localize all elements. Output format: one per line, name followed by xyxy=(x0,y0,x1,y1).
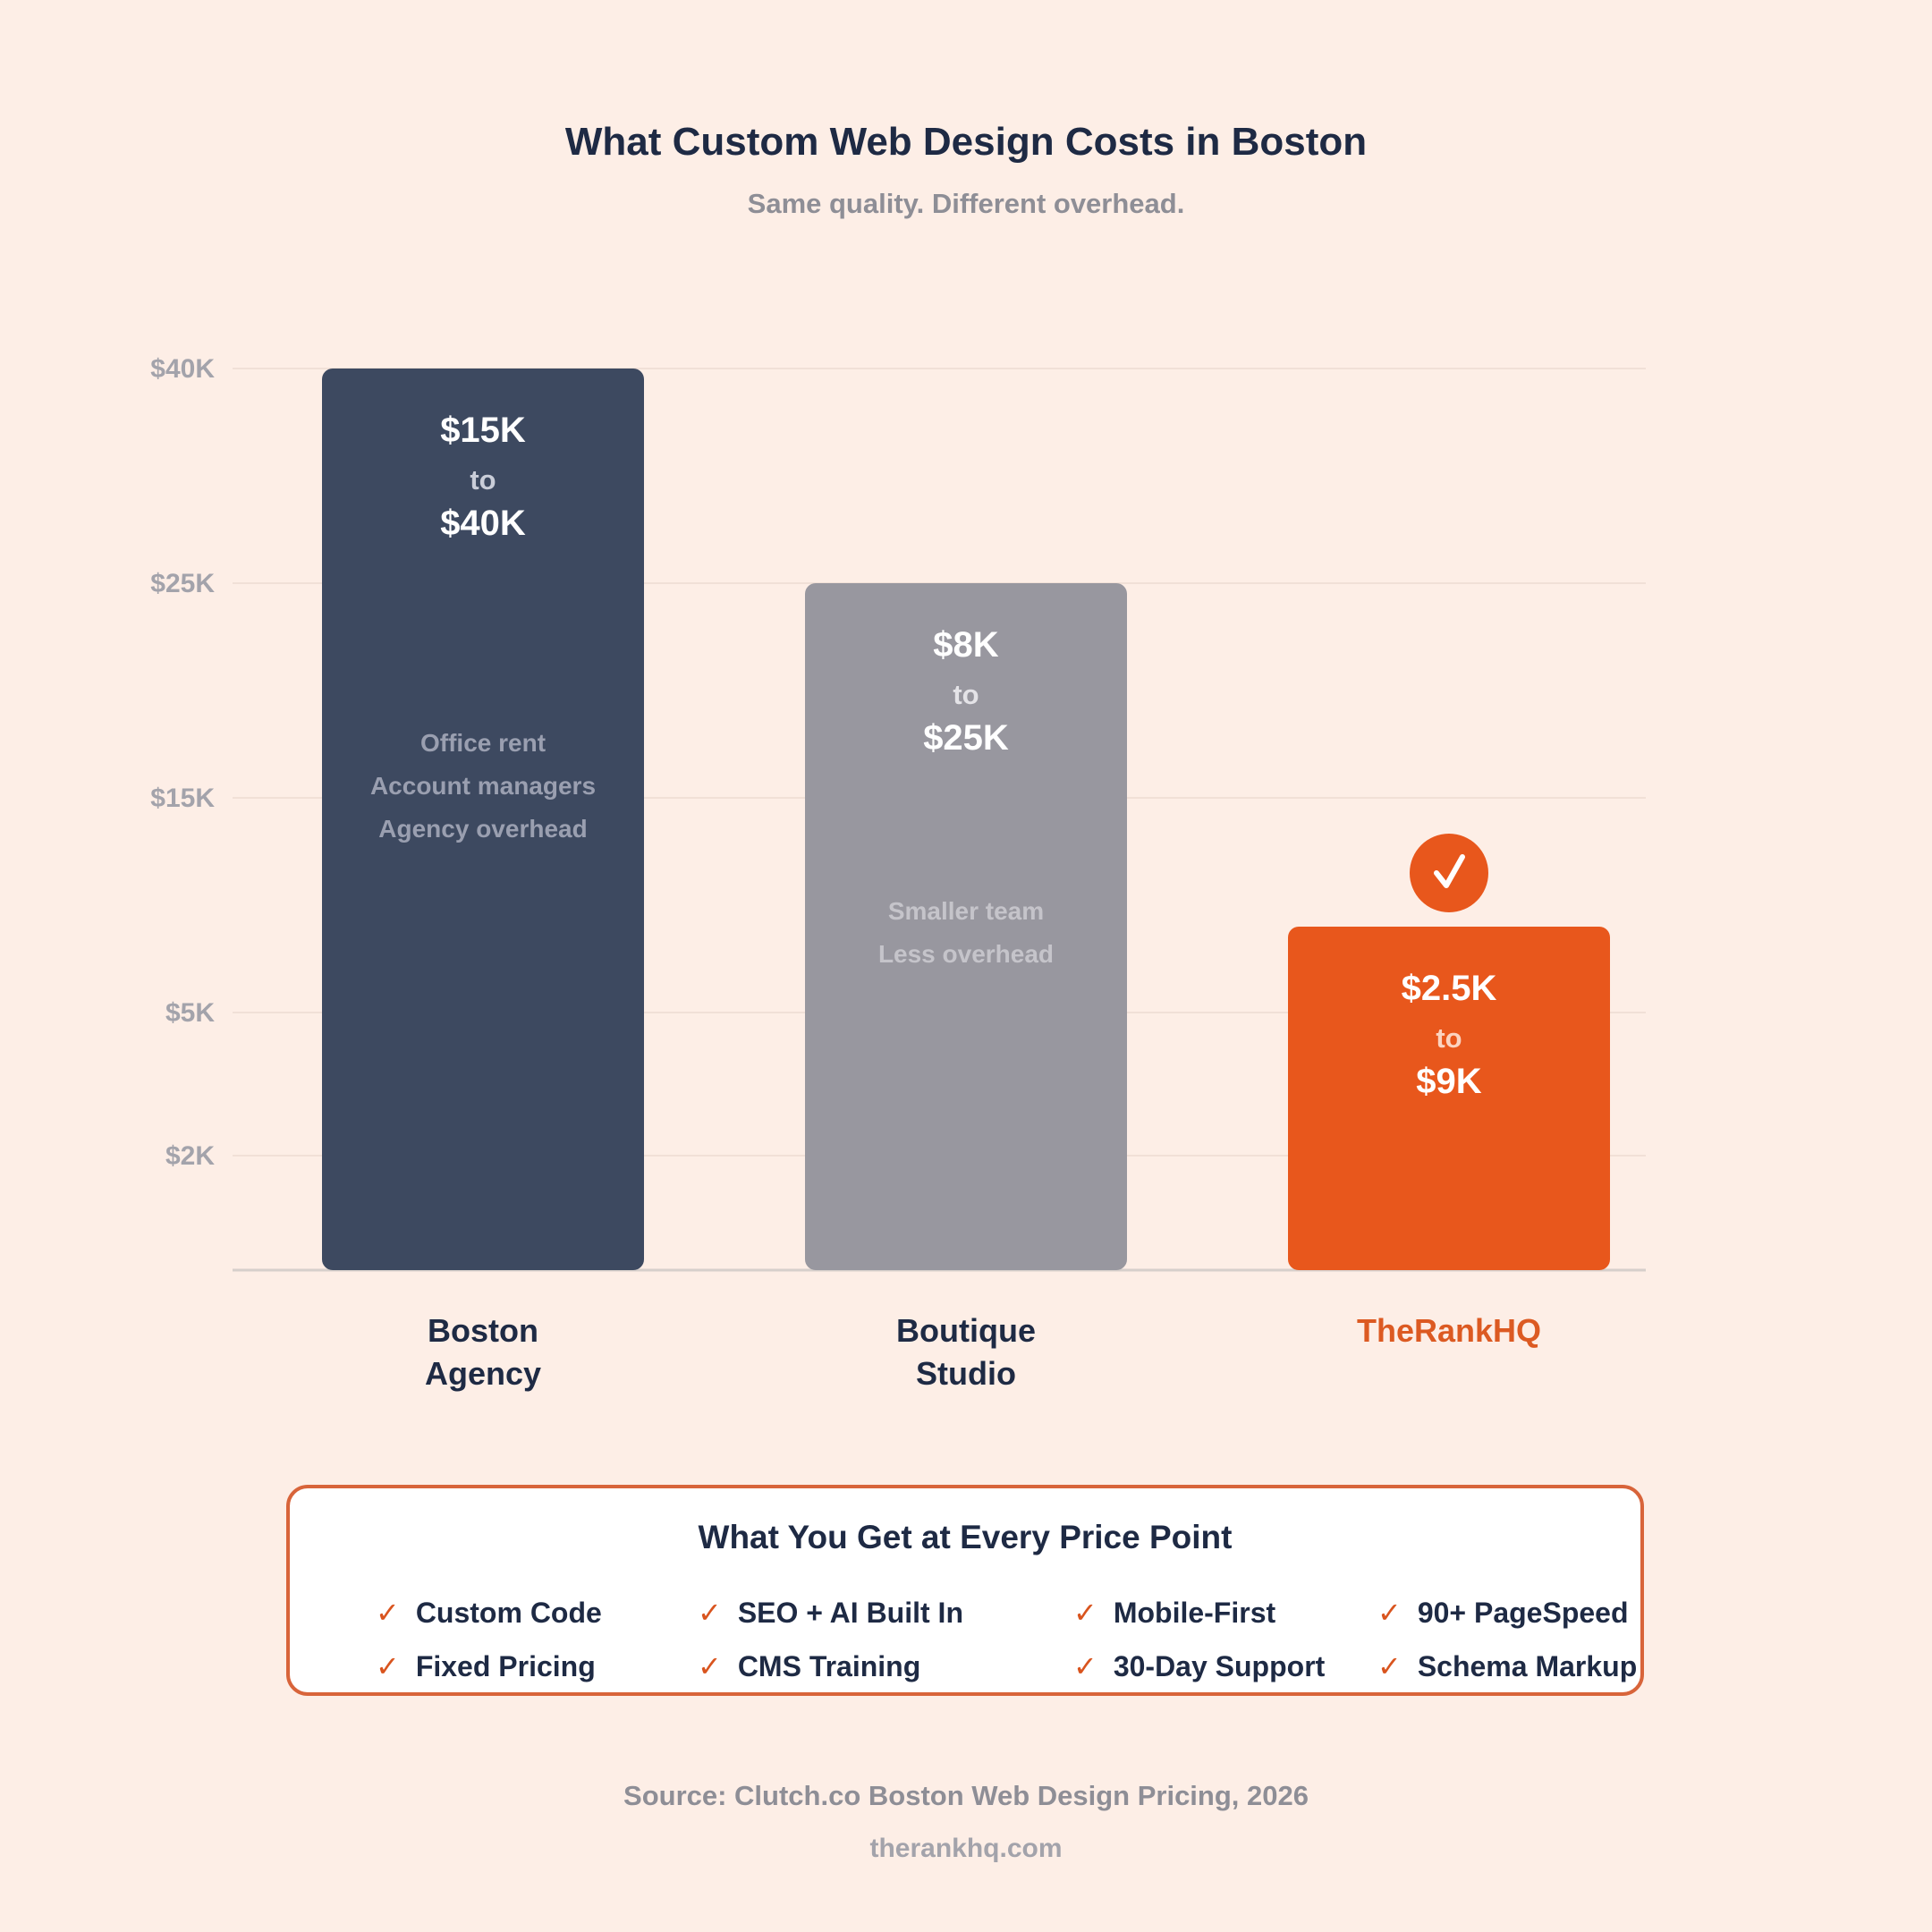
check-icon: ✓ xyxy=(1377,1650,1402,1682)
badge-circle xyxy=(1410,834,1488,912)
feature-item: ✓ 30-Day Support xyxy=(1073,1649,1325,1683)
y-tick-label: $15K xyxy=(150,784,215,813)
check-icon: ✓ xyxy=(698,1597,722,1629)
category-label: Boutique xyxy=(896,1312,1036,1349)
site-url: therankhq.com xyxy=(869,1834,1063,1863)
range-high-label: $25K xyxy=(923,718,1009,758)
y-tick-label: $25K xyxy=(150,569,215,598)
bar-group: $2.5K to $9K TheRankHQ xyxy=(1288,834,1610,1349)
feature-label: 30-Day Support xyxy=(1113,1650,1326,1682)
feature-label: Mobile-First xyxy=(1113,1597,1276,1629)
y-tick-label: $2K xyxy=(165,1141,215,1171)
feature-item: ✓ Custom Code xyxy=(376,1596,602,1630)
feature-label: Fixed Pricing xyxy=(415,1650,596,1682)
check-icon: ✓ xyxy=(1073,1650,1097,1682)
features-title: What You Get at Every Price Point xyxy=(698,1519,1233,1555)
bar xyxy=(1288,927,1610,1270)
bar-note: Account managers xyxy=(370,772,596,800)
bar-note: Agency overhead xyxy=(378,815,587,843)
feature-label: 90+ PageSpeed xyxy=(1417,1597,1629,1629)
bar-note: Less overhead xyxy=(878,940,1054,968)
range-low-label: $2.5K xyxy=(1402,969,1497,1008)
range-low-label: $15K xyxy=(440,411,526,450)
feature-label: Custom Code xyxy=(415,1597,602,1629)
bar-note: Office rent xyxy=(420,729,546,757)
range-to-label: to xyxy=(470,464,496,496)
bar-chart: $40K $25K $15K $5K $2K $15K to $40K Office rent A… xyxy=(150,354,1646,1392)
range-to-label: to xyxy=(1436,1022,1462,1054)
y-tick-label: $40K xyxy=(150,354,215,384)
range-low-label: $8K xyxy=(933,625,998,665)
check-icon: ✓ xyxy=(376,1597,400,1629)
check-icon: ✓ xyxy=(1377,1597,1402,1629)
category-label: Agency xyxy=(425,1355,541,1392)
feature-label: Schema Markup xyxy=(1417,1650,1638,1682)
category-label: Studio xyxy=(916,1355,1016,1392)
bar-group: $8K to $25K Smaller team Less overhead Boutiq… xyxy=(805,583,1127,1392)
features-panel: What You Get at Every Price Point ✓ Custo… xyxy=(286,1485,1644,1696)
feature-item: ✓ CMS Training xyxy=(698,1649,920,1683)
feature-item: ✓ Schema Markup xyxy=(1377,1649,1637,1683)
chart-title: What Custom Web Design Costs in Boston xyxy=(564,120,1368,164)
chart-subtitle: Same quality. Different overhead. xyxy=(747,188,1185,219)
bar-note: Smaller team xyxy=(888,897,1044,925)
category-label: TheRankHQ xyxy=(1357,1312,1541,1349)
range-high-label: $9K xyxy=(1416,1062,1481,1101)
category-label: Boston xyxy=(428,1312,538,1349)
feature-item: ✓ 90+ PageSpeed xyxy=(1377,1596,1629,1630)
range-high-label: $40K xyxy=(440,504,526,543)
feature-item: ✓ Mobile-First xyxy=(1073,1596,1275,1630)
feature-item: ✓ SEO + AI Built In xyxy=(698,1596,963,1630)
check-icon: ✓ xyxy=(1073,1597,1097,1629)
range-to-label: to xyxy=(953,679,979,710)
checkmark-icon xyxy=(1434,854,1465,888)
check-icon: ✓ xyxy=(376,1650,400,1682)
bar xyxy=(322,369,644,1270)
source-note: Source: Clutch.co Boston Web Design Pric… xyxy=(623,1780,1309,1811)
feature-item: ✓ Fixed Pricing xyxy=(376,1649,596,1683)
bar-group: $15K to $40K Office rent Account managers Age… xyxy=(322,369,644,1392)
check-icon: ✓ xyxy=(698,1650,722,1682)
feature-label: SEO + AI Built In xyxy=(737,1597,963,1629)
feature-label: CMS Training xyxy=(737,1650,921,1682)
y-tick-label: $5K xyxy=(165,998,215,1028)
bar xyxy=(805,583,1127,1270)
highlight-badge xyxy=(1410,834,1488,912)
